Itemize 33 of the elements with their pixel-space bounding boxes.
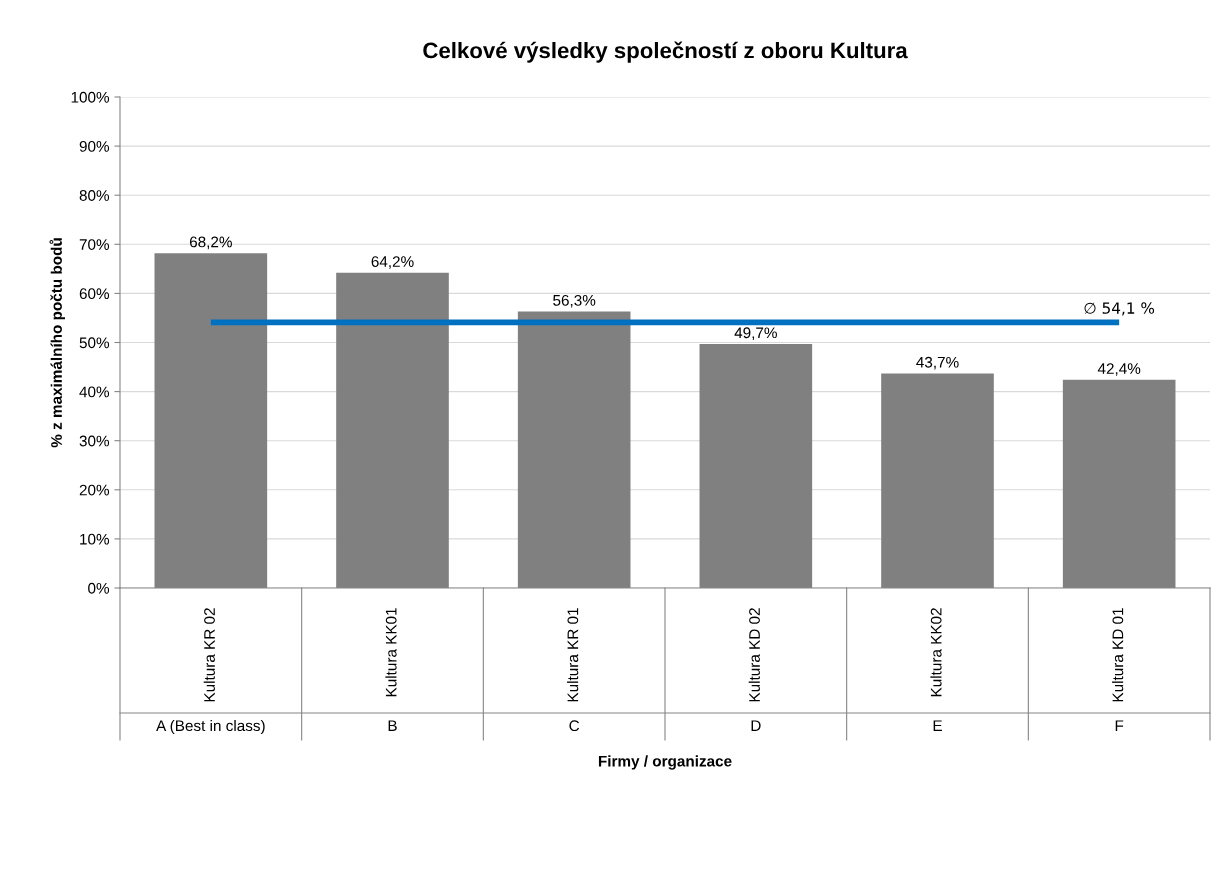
data-label: 49,7% (734, 327, 777, 340)
x-tick-label: Kultura KD 02 (748, 608, 760, 702)
text: F (1115, 720, 1124, 731)
y-tick-label: 80% (79, 190, 110, 201)
data-label: 68,2% (189, 236, 232, 250)
y-tick-label: 70% (79, 239, 110, 250)
x-tick-label: Kultura KR 01 (567, 608, 579, 702)
text: A (Best in class) (156, 719, 265, 735)
x-tick-label: Kultura KD 01 (1112, 608, 1124, 702)
y-tick-label: 0% (88, 582, 110, 594)
text: E (933, 720, 942, 731)
x-axis-title: Firmy / organizace (598, 755, 732, 770)
text: B (388, 720, 397, 731)
y-tick-label: 40% (79, 386, 110, 398)
y-tick-label: 30% (79, 435, 110, 447)
y-tick-label: 20% (79, 484, 110, 496)
y-tick-label: 60% (79, 288, 110, 300)
x-tick-label: Kultura KK01 (385, 608, 397, 697)
y-tick-label: 90% (79, 140, 110, 152)
data-label: 42,4% (1097, 363, 1141, 376)
data-label: 64,2% (371, 256, 414, 269)
ref-line-label: ∅ 54,1 % (1084, 302, 1155, 316)
x-tick-label: Kultura KK02 (930, 608, 942, 697)
data-label: 43,7% (916, 356, 959, 370)
text: D (751, 720, 761, 731)
text: C (569, 720, 580, 732)
chart-title: Celkové výsledky společností z oboru Kultura (423, 41, 908, 63)
data-label: 56,3% (553, 294, 596, 308)
y-tick-label: 50% (79, 337, 110, 349)
y-tick-label: 100% (71, 91, 110, 103)
x-tick-label: Kultura KR 02 (203, 608, 215, 702)
y-tick-label: 10% (80, 533, 110, 545)
y-axis-title: % z maximálního počtu bodů (49, 238, 65, 448)
